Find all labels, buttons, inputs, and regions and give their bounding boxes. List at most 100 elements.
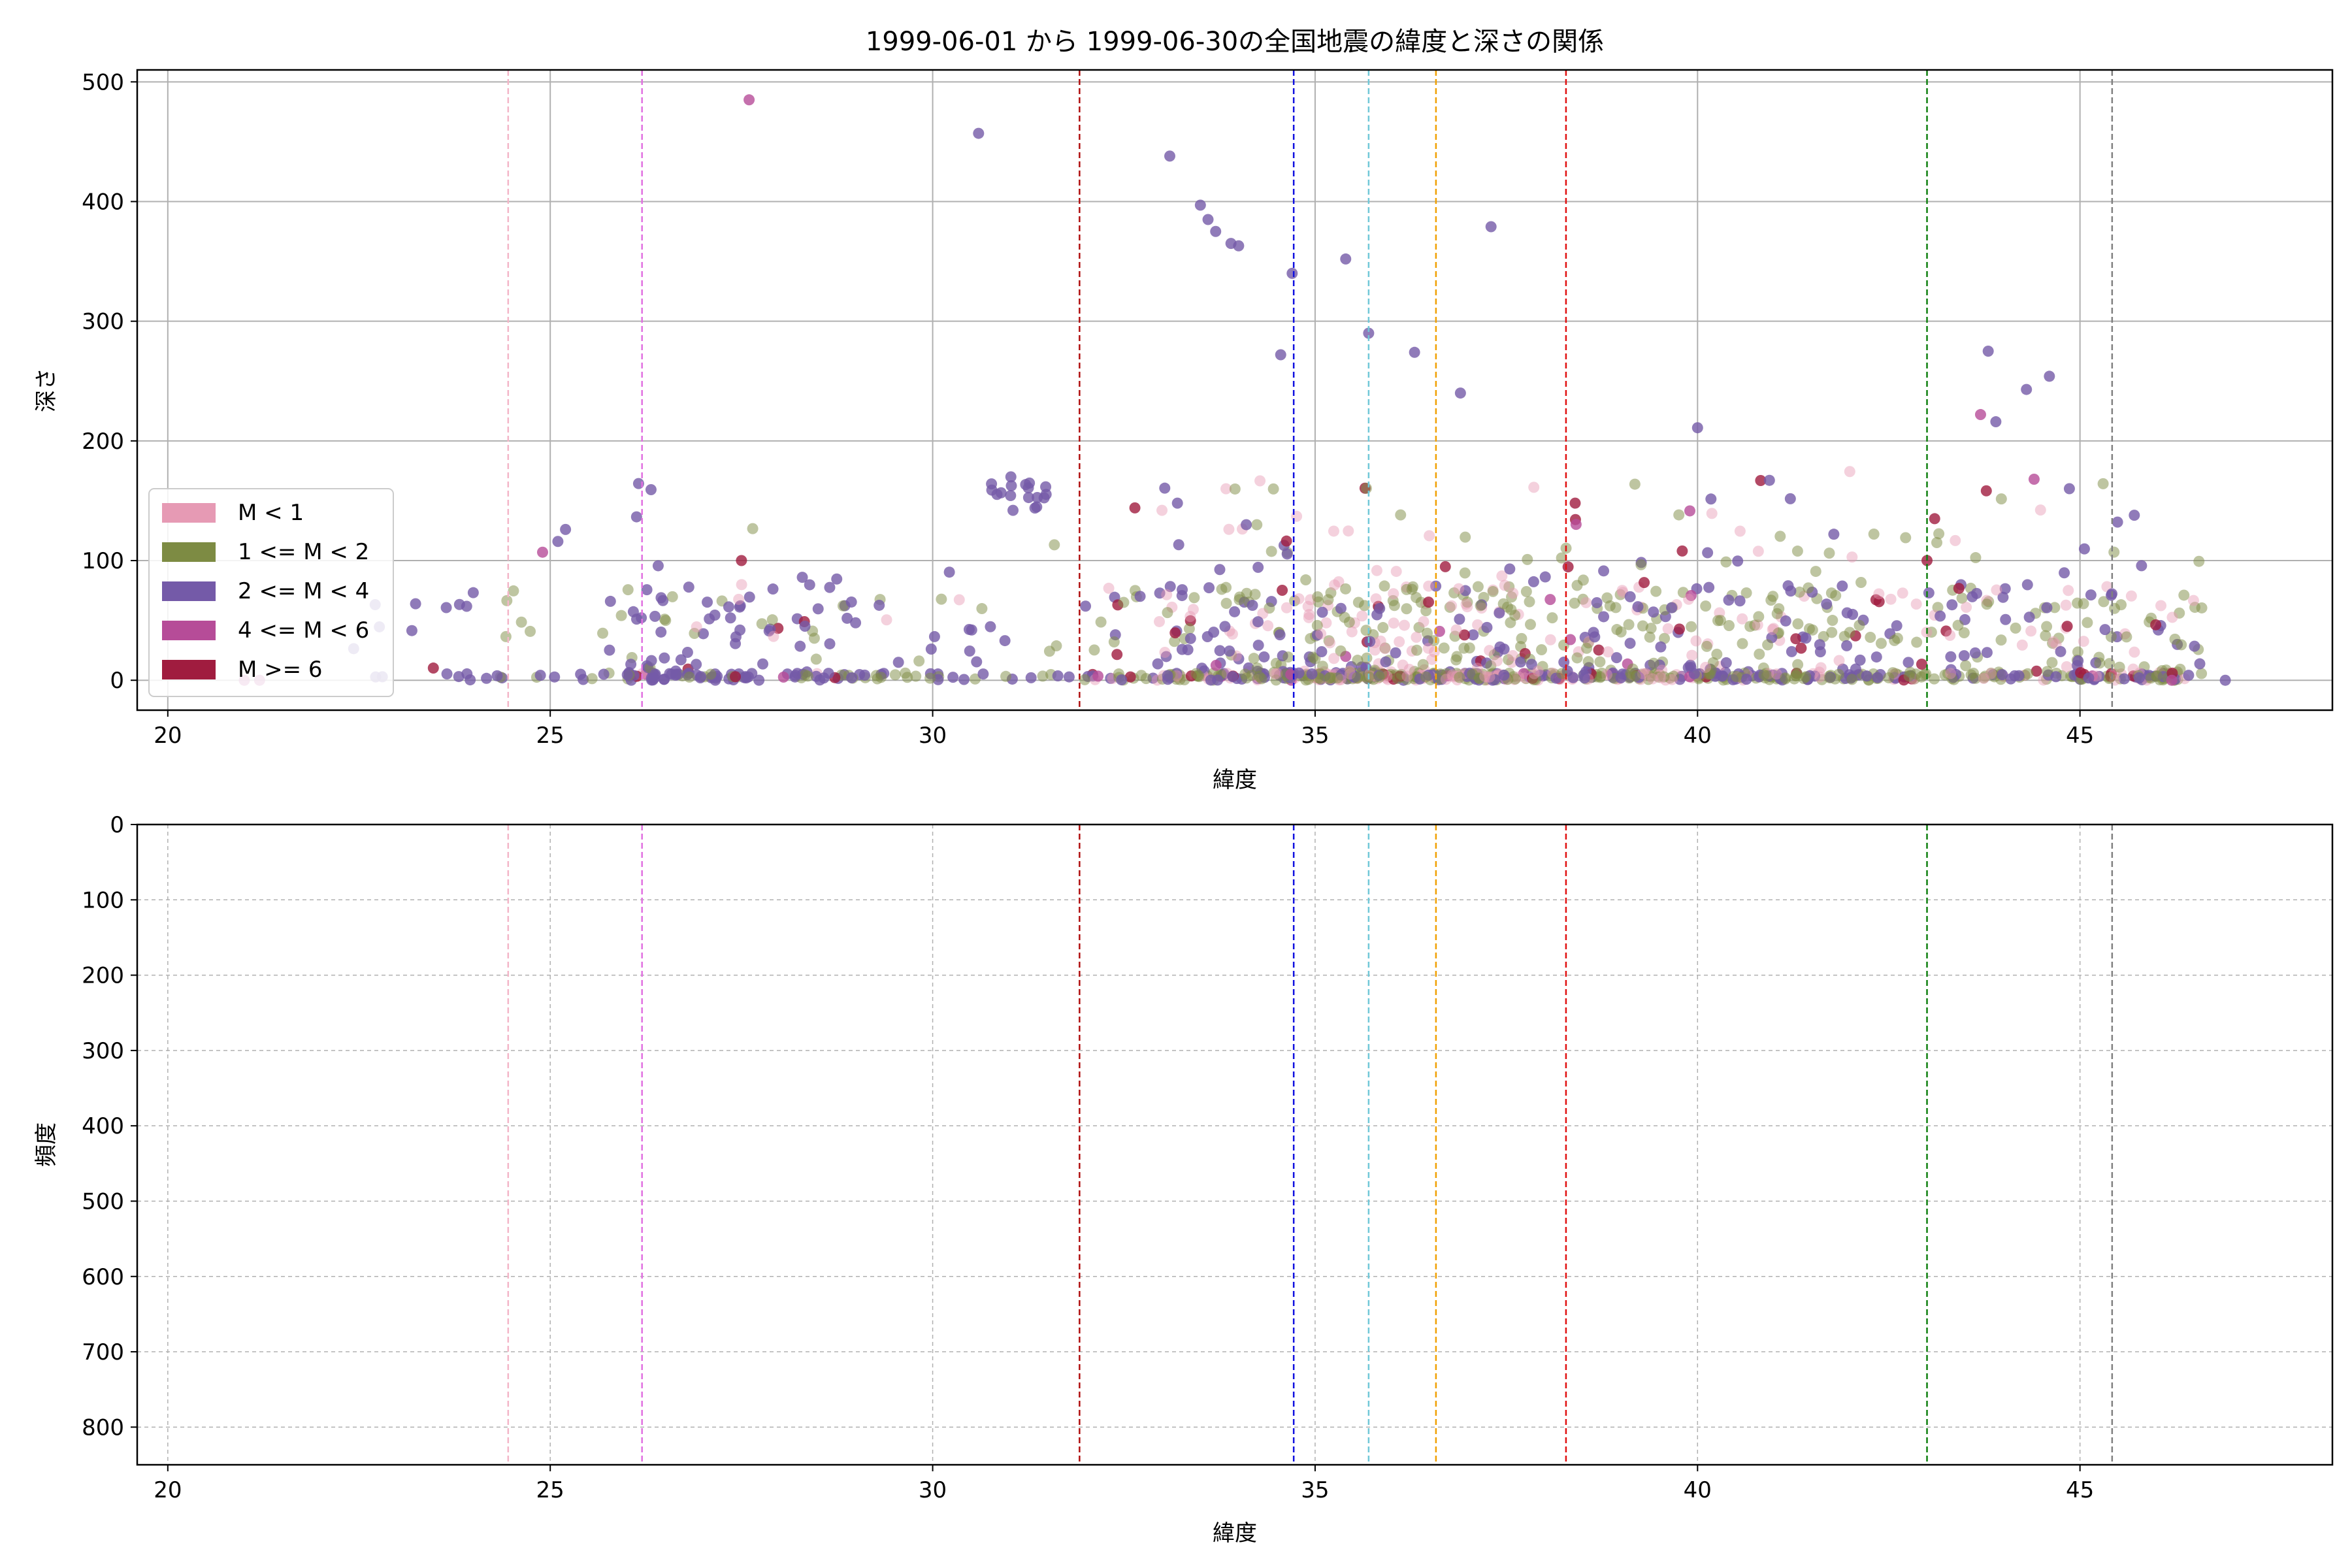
earthquake-point bbox=[1556, 552, 1567, 564]
earthquake-point bbox=[508, 585, 519, 596]
earthquake-point bbox=[1658, 671, 1670, 683]
earthquake-point bbox=[2040, 630, 2051, 642]
earthquake-point bbox=[1910, 598, 1922, 610]
earthquake-point bbox=[1965, 669, 1977, 681]
legend-swatch bbox=[162, 503, 216, 523]
earthquake-point bbox=[1484, 645, 1495, 657]
earthquake-point bbox=[1380, 656, 1392, 668]
earthquake-point bbox=[1162, 670, 1173, 681]
earthquake-point bbox=[1481, 621, 1493, 633]
earthquake-point bbox=[977, 668, 989, 680]
histogram-y-ticks: 0 100 200 300 400 500 600 700 800 bbox=[82, 812, 137, 1441]
legend-swatch bbox=[162, 621, 216, 640]
earthquake-point bbox=[1624, 591, 1636, 602]
earthquake-point bbox=[1771, 608, 1783, 619]
earthquake-point bbox=[1784, 493, 1796, 504]
earthquake-point bbox=[1269, 668, 1281, 679]
earthquake-point bbox=[1841, 640, 1853, 651]
earthquake-point bbox=[1449, 630, 1461, 642]
earthquake-point bbox=[1281, 548, 1293, 560]
earthquake-point bbox=[1873, 588, 1885, 600]
earthquake-point bbox=[2183, 670, 2195, 681]
earthquake-point bbox=[2016, 639, 2028, 651]
earthquake-point bbox=[1982, 345, 1994, 357]
earthquake-point bbox=[1320, 617, 1332, 629]
earthquake-point bbox=[598, 668, 610, 680]
earthquake-point bbox=[1615, 672, 1627, 683]
earthquake-point bbox=[1569, 597, 1580, 609]
earthquake-point bbox=[1686, 621, 1697, 632]
earthquake-point bbox=[1795, 642, 1807, 654]
earthquake-point bbox=[1223, 523, 1235, 535]
x-tick-label: 35 bbox=[1301, 723, 1329, 749]
earthquake-point bbox=[1623, 619, 1635, 630]
earthquake-point bbox=[1666, 602, 1678, 613]
x-tick-label: 45 bbox=[2066, 723, 2094, 749]
scatter-frame bbox=[136, 69, 2334, 711]
earthquake-point bbox=[1830, 590, 1842, 602]
earthquake-point bbox=[1610, 652, 1622, 664]
earthquake-point bbox=[1582, 656, 1594, 668]
earthquake-point bbox=[1498, 669, 1510, 681]
chart-title: 1999-06-01 から 1999-06-30の全国地震の緯度と深さの関係 bbox=[866, 27, 1604, 57]
earthquake-point bbox=[1169, 627, 1181, 639]
earthquake-point bbox=[1379, 580, 1390, 592]
earthquake-point bbox=[1124, 671, 1136, 683]
earthquake-point bbox=[1516, 632, 1527, 644]
earthquake-point bbox=[1945, 668, 1957, 679]
earthquake-point bbox=[1390, 647, 1401, 659]
earthquake-point bbox=[1931, 537, 1943, 549]
earthquake-point bbox=[1374, 602, 1386, 614]
earthquake-point bbox=[991, 489, 1003, 500]
earthquake-point bbox=[1162, 607, 1173, 619]
earthquake-point bbox=[1997, 591, 2009, 603]
earthquake-point bbox=[1800, 632, 1812, 644]
earthquake-point bbox=[410, 598, 421, 610]
earthquake-point bbox=[2072, 655, 2084, 666]
earthquake-point bbox=[1720, 657, 1732, 668]
earthquake-point bbox=[2151, 670, 2163, 681]
earthquake-point bbox=[1458, 629, 1470, 641]
earthquake-point bbox=[1370, 593, 1382, 605]
earthquake-point bbox=[1214, 564, 1226, 576]
earthquake-point bbox=[2085, 589, 2097, 601]
earthquake-point bbox=[1823, 547, 1835, 559]
earthquake-point bbox=[1358, 600, 1370, 612]
earthquake-point bbox=[1161, 589, 1173, 600]
earthquake-point bbox=[2050, 671, 2062, 683]
earthquake-point bbox=[1506, 591, 1518, 603]
earthquake-point bbox=[1824, 672, 1836, 684]
earthquake-point bbox=[1040, 481, 1052, 493]
earthquake-point bbox=[2136, 560, 2148, 572]
earthquake-point bbox=[1258, 651, 1270, 662]
earthquake-point bbox=[1846, 551, 1858, 563]
earthquake-point bbox=[1753, 611, 1765, 623]
earthquake-point bbox=[1025, 672, 1037, 683]
earthquake-point bbox=[515, 616, 527, 628]
earthquake-point bbox=[1270, 674, 1282, 686]
earthquake-point bbox=[1868, 528, 1880, 540]
earthquake-point bbox=[874, 599, 885, 611]
y-tick-label: 300 bbox=[82, 309, 124, 335]
earthquake-point bbox=[1247, 600, 1258, 612]
earthquake-point bbox=[1967, 591, 1978, 602]
earthquake-point bbox=[660, 615, 672, 627]
earthquake-point bbox=[1227, 671, 1239, 683]
earthquake-point bbox=[2044, 370, 2055, 382]
earthquake-point bbox=[1226, 629, 1238, 640]
earthquake-point bbox=[1454, 387, 1466, 399]
earthquake-point bbox=[1475, 600, 1486, 612]
earthquake-point bbox=[1379, 643, 1391, 655]
earthquake-point bbox=[1220, 483, 1232, 495]
earthquake-point bbox=[1518, 668, 1529, 679]
y-tick-label: 700 bbox=[82, 1339, 124, 1365]
earthquake-point bbox=[1252, 640, 1264, 651]
earthquake-point bbox=[1527, 674, 1539, 685]
earthquake-point bbox=[1210, 659, 1222, 671]
earthquake-point bbox=[1833, 668, 1844, 680]
earthquake-point bbox=[2055, 645, 2066, 657]
earthquake-point bbox=[695, 671, 707, 683]
earthquake-point bbox=[1322, 594, 1334, 606]
legend-label: M >= 6 bbox=[238, 657, 323, 683]
earthquake-point bbox=[1303, 609, 1315, 621]
